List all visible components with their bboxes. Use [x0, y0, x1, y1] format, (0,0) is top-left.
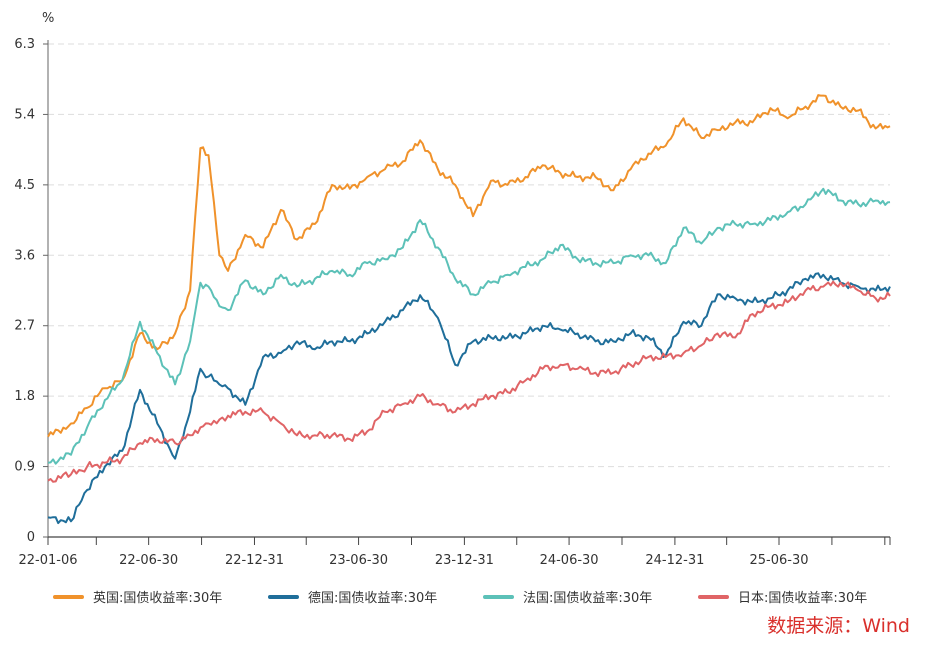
- x-tick-label: 23-12-31: [435, 553, 494, 568]
- y-tick-label: 6.3: [14, 37, 35, 52]
- legend-label: 法国:国债收益率:30年: [523, 590, 652, 606]
- legend-label: 日本:国债收益率:30年: [738, 590, 867, 606]
- series-line-2: [47, 187, 891, 465]
- legend: 英国:国债收益率:30年 德国:国债收益率:30年 法国:国债收益率:30年 日本:国…: [53, 590, 867, 606]
- x-tick-label: 24-06-30: [540, 553, 599, 568]
- y-tick-label: 2.7: [14, 319, 35, 334]
- source-note: 数据来源：Wind: [767, 615, 910, 637]
- series-lines: [47, 94, 891, 525]
- y-tick-label: 5.4: [14, 107, 35, 122]
- y-tick-label: 0: [27, 530, 35, 545]
- y-axis-ticks: 0 0.9 1.8 2.7 3.6 4.5 5.4 6.3: [14, 37, 48, 545]
- x-tick-label: 22-12-31: [225, 553, 284, 568]
- legend-item[interactable]: 法国:国债收益率:30年: [483, 590, 652, 606]
- legend-item[interactable]: 英国:国债收益率:30年: [53, 590, 222, 606]
- legend-item[interactable]: 德国:国债收益率:30年: [268, 590, 437, 606]
- legend-item[interactable]: 日本:国债收益率:30年: [698, 590, 867, 606]
- y-axis-unit: %: [42, 11, 54, 26]
- x-tick-label: 24-12-31: [645, 553, 704, 568]
- series-line-1: [47, 272, 891, 525]
- y-tick-label: 0.9: [14, 460, 35, 475]
- y-tick-label: 3.6: [14, 248, 35, 263]
- x-tick-label: 22-01-06: [18, 553, 77, 568]
- x-tick-label: 22-06-30: [119, 553, 178, 568]
- series-line-3: [47, 280, 891, 483]
- legend-label: 英国:国债收益率:30年: [93, 590, 222, 606]
- y-tick-label: 4.5: [14, 178, 35, 193]
- x-tick-label: 25-06-30: [749, 553, 808, 568]
- y-tick-label: 1.8: [14, 389, 35, 404]
- gridlines: [48, 43, 890, 468]
- x-axis-ticks: 22-01-06 22-06-30 22-12-31 23-06-30 23-12-31…: [18, 537, 891, 568]
- x-tick-label: 23-06-30: [329, 553, 388, 568]
- legend-label: 德国:国债收益率:30年: [308, 590, 437, 606]
- series-line-0: [47, 94, 891, 438]
